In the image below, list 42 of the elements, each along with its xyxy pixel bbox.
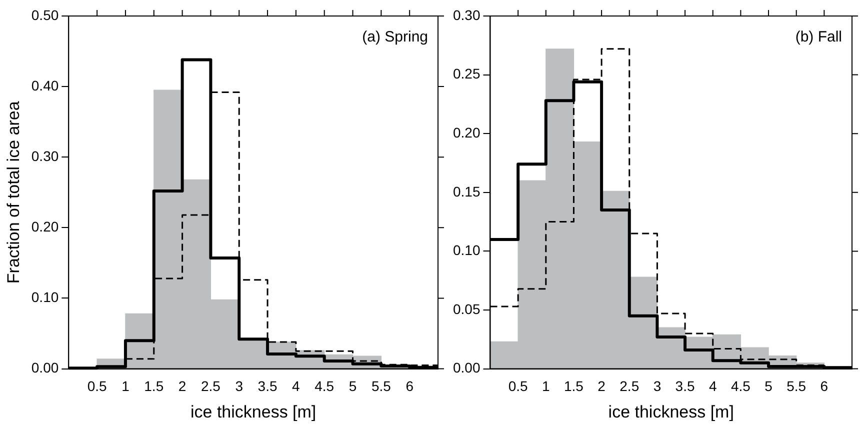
x-tick-label: 6 xyxy=(820,378,828,394)
x-tick-label: 5.5 xyxy=(786,378,806,394)
y-tick-label: 0.30 xyxy=(31,148,59,164)
y-tick-label: 0.00 xyxy=(453,360,480,376)
text: (a) Spring xyxy=(362,28,428,46)
y-tick-label: 0.10 xyxy=(31,289,59,306)
y-tick-label: 0.40 xyxy=(31,77,59,94)
y-tick-label: 0.00 xyxy=(31,360,59,376)
x-tick-label: 2 xyxy=(178,378,186,394)
x-tick-label: 2 xyxy=(598,378,606,394)
x-tick-label: 4.5 xyxy=(730,378,751,394)
x-tick-label: 6 xyxy=(406,378,414,394)
x-tick-label: 3 xyxy=(235,378,244,394)
x-tick-label: 4.5 xyxy=(314,378,334,394)
x-tick-label: 4 xyxy=(708,378,717,394)
y-axis-title: Fraction of total ice area xyxy=(4,100,23,284)
y-tick-label: 0.50 xyxy=(31,6,59,23)
x-axis-title: ice thickness [m] xyxy=(608,402,734,422)
y-tick-label: 0.30 xyxy=(453,6,480,23)
y-tick-label: 0.10 xyxy=(453,242,480,258)
y-tick-label: 0.25 xyxy=(453,66,480,82)
x-tick-label: 0.5 xyxy=(508,378,528,394)
x-tick-label: 3 xyxy=(653,378,662,394)
x-tick-label: 5 xyxy=(348,378,357,394)
x-tick-label: 5 xyxy=(764,378,773,394)
x-tick-label: 2.5 xyxy=(200,378,221,394)
x-tick-label: 1 xyxy=(122,378,130,394)
y-tick-label: 0.20 xyxy=(31,218,59,235)
x-tick-label: 0.5 xyxy=(87,378,107,394)
x-tick-label: 2.5 xyxy=(620,378,640,394)
x-tick-label: 3.5 xyxy=(675,378,695,394)
x-tick-label: 3.5 xyxy=(258,378,278,394)
y-tick-label: 0.05 xyxy=(453,300,480,317)
x-tick-label: 1 xyxy=(542,378,550,394)
x-tick-label: 5.5 xyxy=(371,378,392,394)
x-tick-label: 1.5 xyxy=(144,378,164,394)
text: (b) Fall xyxy=(795,28,842,46)
x-tick-label: 4 xyxy=(292,378,300,394)
x-axis-title: ice thickness [m] xyxy=(190,402,316,422)
y-tick-label: 0.20 xyxy=(453,124,480,140)
x-tick-label: 1.5 xyxy=(564,378,584,394)
y-tick-label: 0.15 xyxy=(453,183,480,200)
